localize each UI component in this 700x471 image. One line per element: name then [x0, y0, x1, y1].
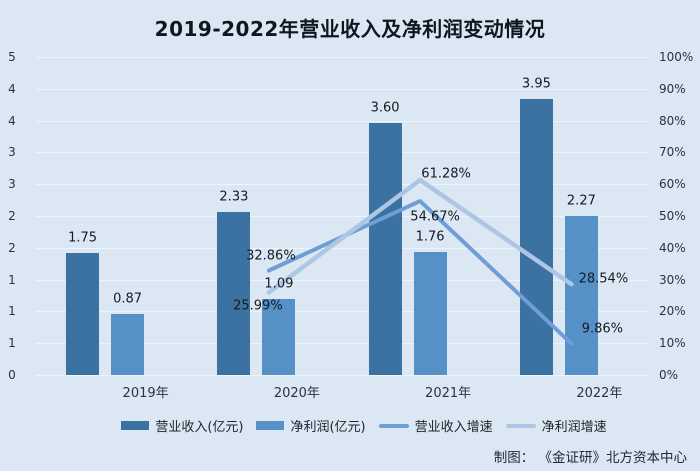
- revenue-bar-2021: [368, 123, 402, 375]
- gridline: [36, 279, 648, 281]
- profit-bar-2019: [111, 314, 145, 375]
- growth-value-label: 9.86%: [581, 321, 624, 337]
- bar-value-label: 2.27: [566, 193, 596, 209]
- right-axis-tick: 10%: [659, 336, 686, 351]
- revenue-bar-2022: [519, 98, 553, 375]
- legend-item-revenue-growth: 营业收入增速: [378, 416, 493, 435]
- gridline: [36, 375, 648, 376]
- growth-value-label: 25.99%: [233, 298, 283, 314]
- left-axis-tick: 2: [8, 209, 16, 223]
- bar-value-label: 1.09: [264, 276, 294, 292]
- left-axis-tick: 4: [8, 113, 16, 128]
- x-axis-label: 2021年: [425, 386, 472, 401]
- right-axis-tick: 90%: [659, 81, 686, 96]
- left-axis-tick: 1: [8, 336, 16, 351]
- bar-value-label: 1.75: [68, 230, 98, 246]
- left-axis-tick: 5: [8, 50, 16, 64]
- left-axis-tick: 3: [8, 145, 16, 160]
- left-axis-tick: 2: [8, 240, 16, 255]
- legend-swatch-profit-bar: [256, 421, 285, 430]
- legend-item-profit-growth: 净利润增速: [505, 416, 607, 435]
- legend-item-profit-bar: 净利润(亿元): [256, 416, 366, 435]
- legend-swatch-profit-growth: [505, 423, 536, 428]
- right-axis-tick: 40%: [659, 240, 686, 255]
- growth-value-label: 61.28%: [421, 166, 471, 182]
- right-axis-tick: 100%: [659, 50, 694, 64]
- bar-value-label: 3.95: [521, 76, 551, 92]
- x-axis-label: 2022年: [576, 386, 623, 401]
- gridline: [36, 57, 648, 58]
- right-axis-tick: 20%: [659, 304, 686, 319]
- legend-item-revenue-bar: 营业收入(亿元): [121, 416, 243, 435]
- right-axis-tick: 50%: [659, 209, 686, 223]
- right-axis-tick: 60%: [659, 177, 686, 192]
- legend-swatch-revenue-bar: [121, 421, 150, 430]
- gridline: [36, 120, 648, 122]
- gridline: [36, 152, 648, 154]
- right-axis-tick: 70%: [659, 145, 686, 160]
- left-axis-tick: 0: [8, 368, 16, 382]
- growth-value-label: 28.54%: [578, 271, 629, 287]
- left-axis-tick: 4: [8, 81, 16, 96]
- right-axis-tick: 0%: [659, 368, 679, 382]
- revenue-bar-2020: [217, 212, 251, 375]
- right-axis-tick: 30%: [659, 272, 686, 287]
- profit-bar-2021: [413, 252, 447, 375]
- profit-bar-2022: [564, 216, 598, 375]
- left-axis-tick: 3: [8, 177, 16, 192]
- growth-value-label: 54.67%: [410, 209, 460, 225]
- bar-value-label: 1.76: [415, 229, 445, 245]
- gridline: [36, 311, 648, 313]
- left-axis-tick: 1: [8, 304, 16, 319]
- growth-value-label: 32.86%: [246, 248, 296, 263]
- gridline: [36, 216, 648, 217]
- x-axis-label: 2020年: [273, 386, 320, 401]
- legend-label-profit-bar: 净利润(亿元): [290, 420, 366, 435]
- gridline: [36, 88, 648, 90]
- legend: 营业收入(亿元) 净利润(亿元) 营业收入增速 净利润增速: [14, 416, 700, 435]
- revenue-bar-2019: [66, 252, 100, 375]
- left-axis-tick: 1: [8, 272, 16, 287]
- credit-text: 制图： 《金证研》北方资本中心: [493, 450, 687, 466]
- right-axis-tick: 80%: [659, 113, 686, 128]
- x-axis-label: 2019年: [122, 386, 169, 401]
- legend-swatch-revenue-growth: [378, 423, 409, 428]
- gridline: [36, 247, 648, 249]
- legend-label-revenue-bar: 营业收入(亿元): [155, 420, 244, 435]
- chart-title: 2019-2022年营业收入及净利润变动情况: [154, 17, 546, 41]
- bar-value-label: 3.60: [370, 100, 400, 116]
- gridline: [36, 184, 648, 186]
- bar-value-label: 0.87: [113, 291, 143, 307]
- legend-label-profit-growth: 净利润增速: [541, 420, 607, 435]
- legend-label-revenue-growth: 营业收入增速: [414, 420, 493, 435]
- bar-value-label: 2.33: [219, 189, 249, 205]
